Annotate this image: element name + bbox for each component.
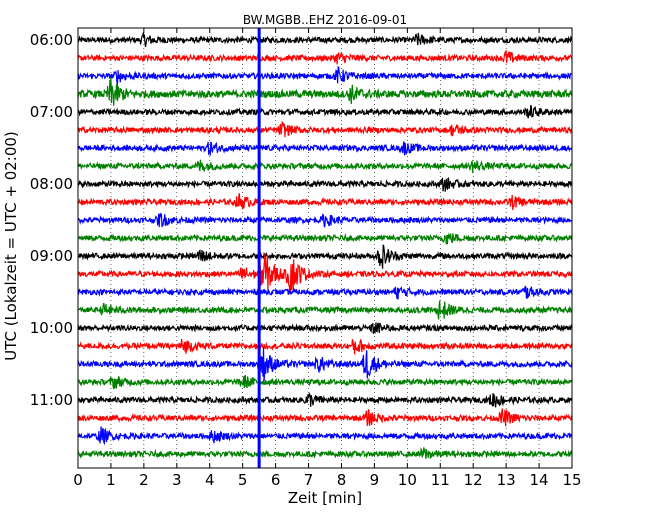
trace-0715 bbox=[77, 120, 573, 138]
x-tick-label: 3 bbox=[172, 471, 182, 489]
y-tick-label: 11:00 bbox=[30, 391, 73, 409]
trace-1030 bbox=[77, 347, 573, 382]
trace-1115 bbox=[77, 408, 573, 427]
trace-0945 bbox=[77, 300, 573, 320]
y-tick-label: 09:00 bbox=[30, 247, 73, 265]
chart-title: BW.MGBB..EHZ 2016-09-01 bbox=[243, 13, 407, 27]
trace-0800 bbox=[77, 177, 573, 192]
x-tick-label: 8 bbox=[337, 471, 347, 489]
trace-1045 bbox=[77, 374, 573, 389]
trace-0830 bbox=[77, 212, 573, 228]
plot-frame bbox=[77, 27, 573, 469]
x-tick-label: 7 bbox=[304, 471, 314, 489]
trace-1000 bbox=[77, 322, 573, 334]
trace-0815 bbox=[77, 193, 573, 210]
trace-0615 bbox=[77, 50, 573, 65]
y-tick-label: 10:00 bbox=[30, 319, 73, 337]
trace-0645 bbox=[77, 77, 573, 106]
x-tick-label: 6 bbox=[271, 471, 281, 489]
trace-0700 bbox=[77, 104, 573, 119]
x-tick-label: 0 bbox=[73, 471, 83, 489]
x-tick-label: 5 bbox=[238, 471, 248, 489]
trace-0915 bbox=[77, 253, 573, 295]
x-tick-label: 14 bbox=[530, 471, 549, 489]
x-tick-label: 15 bbox=[562, 471, 581, 489]
x-tick-label: 1 bbox=[106, 471, 116, 489]
x-tick-label: 2 bbox=[139, 471, 149, 489]
x-tick-label: 10 bbox=[398, 471, 417, 489]
traces bbox=[77, 32, 573, 459]
x-tick-label: 13 bbox=[497, 471, 516, 489]
trace-0730 bbox=[77, 141, 573, 156]
y-axis-label: UTC (Lokalzeit = UTC + 02:00) bbox=[2, 131, 20, 361]
x-tick-label: 9 bbox=[370, 471, 380, 489]
x-axis-label: Zeit [min] bbox=[288, 489, 362, 507]
trace-0600 bbox=[77, 32, 573, 48]
y-tick-label: 06:00 bbox=[30, 31, 73, 49]
trace-0630 bbox=[77, 65, 573, 86]
trace-1130 bbox=[77, 426, 573, 446]
trace-0930 bbox=[77, 285, 573, 300]
trace-1100 bbox=[77, 392, 573, 408]
trace-0745 bbox=[77, 159, 573, 174]
x-tick-label: 11 bbox=[431, 471, 450, 489]
grid bbox=[110, 28, 540, 468]
trace-0845 bbox=[77, 232, 573, 245]
trace-1145 bbox=[77, 447, 573, 459]
x-tick-label: 12 bbox=[464, 471, 483, 489]
y-tick-label: 07:00 bbox=[30, 103, 73, 121]
trace-1015 bbox=[77, 338, 573, 355]
trace-0900 bbox=[77, 244, 573, 269]
ticks: 0 1 2 3 4 5 6 7 8 9 10 11 12 13 14 1506:0007:0008:0009:… bbox=[30, 28, 582, 489]
y-tick-label: 08:00 bbox=[30, 175, 73, 193]
x-tick-label: 4 bbox=[205, 471, 215, 489]
